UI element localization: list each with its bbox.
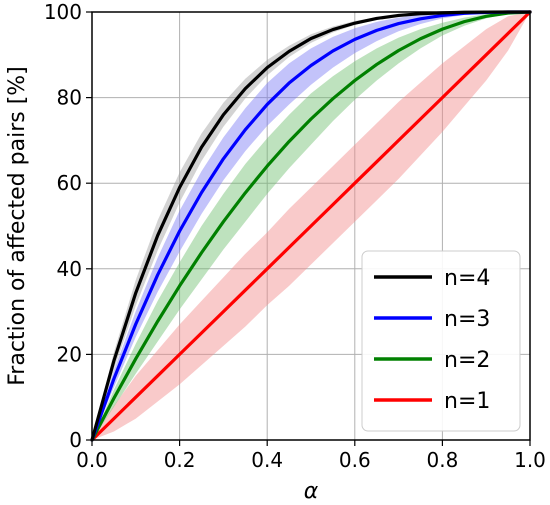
legend: n=4 n=3 n=2 n=1	[361, 250, 521, 432]
legend-box	[361, 250, 521, 432]
x-tick-label: 0.8	[426, 448, 458, 472]
x-tick-label: 0.2	[164, 448, 196, 472]
y-tick-label: 60	[57, 171, 82, 195]
legend-label-n=3: n=3	[444, 307, 490, 332]
y-tick-label: 80	[57, 86, 82, 110]
legend-label-n=2: n=2	[444, 348, 490, 373]
plot-frame	[91, 11, 531, 441]
band-n=2	[92, 12, 530, 440]
axis-ticks: 0.0 0.2 0.4 0.6 0.8 1.0 0 20 40 60 80 100	[44, 0, 546, 472]
legend-label-n=1: n=1	[444, 389, 490, 414]
x-axis-label: α	[304, 479, 319, 504]
y-axis-label: Fraction of affected pairs [%]	[5, 66, 30, 386]
x-tick-label: 0.0	[76, 448, 108, 472]
y-tick-label: 40	[57, 257, 82, 281]
series-line-n=2	[90, 10, 532, 442]
series-line-n=1	[90, 10, 532, 442]
y-tick-label: 20	[57, 342, 82, 366]
legend-label-n=4: n=4	[444, 266, 490, 291]
x-tick-label: 1.0	[514, 448, 546, 472]
x-tick-label: 0.4	[251, 448, 283, 472]
y-tick-label: 100	[44, 0, 82, 24]
y-tick-label: 0	[69, 428, 82, 452]
x-tick-label: 0.6	[339, 448, 371, 472]
band-n=3	[92, 12, 530, 440]
